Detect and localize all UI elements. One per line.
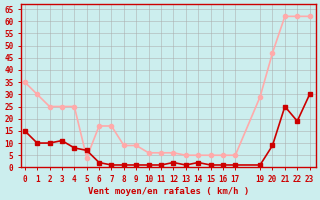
X-axis label: Vent moyen/en rafales ( km/h ): Vent moyen/en rafales ( km/h ) — [88, 187, 249, 196]
